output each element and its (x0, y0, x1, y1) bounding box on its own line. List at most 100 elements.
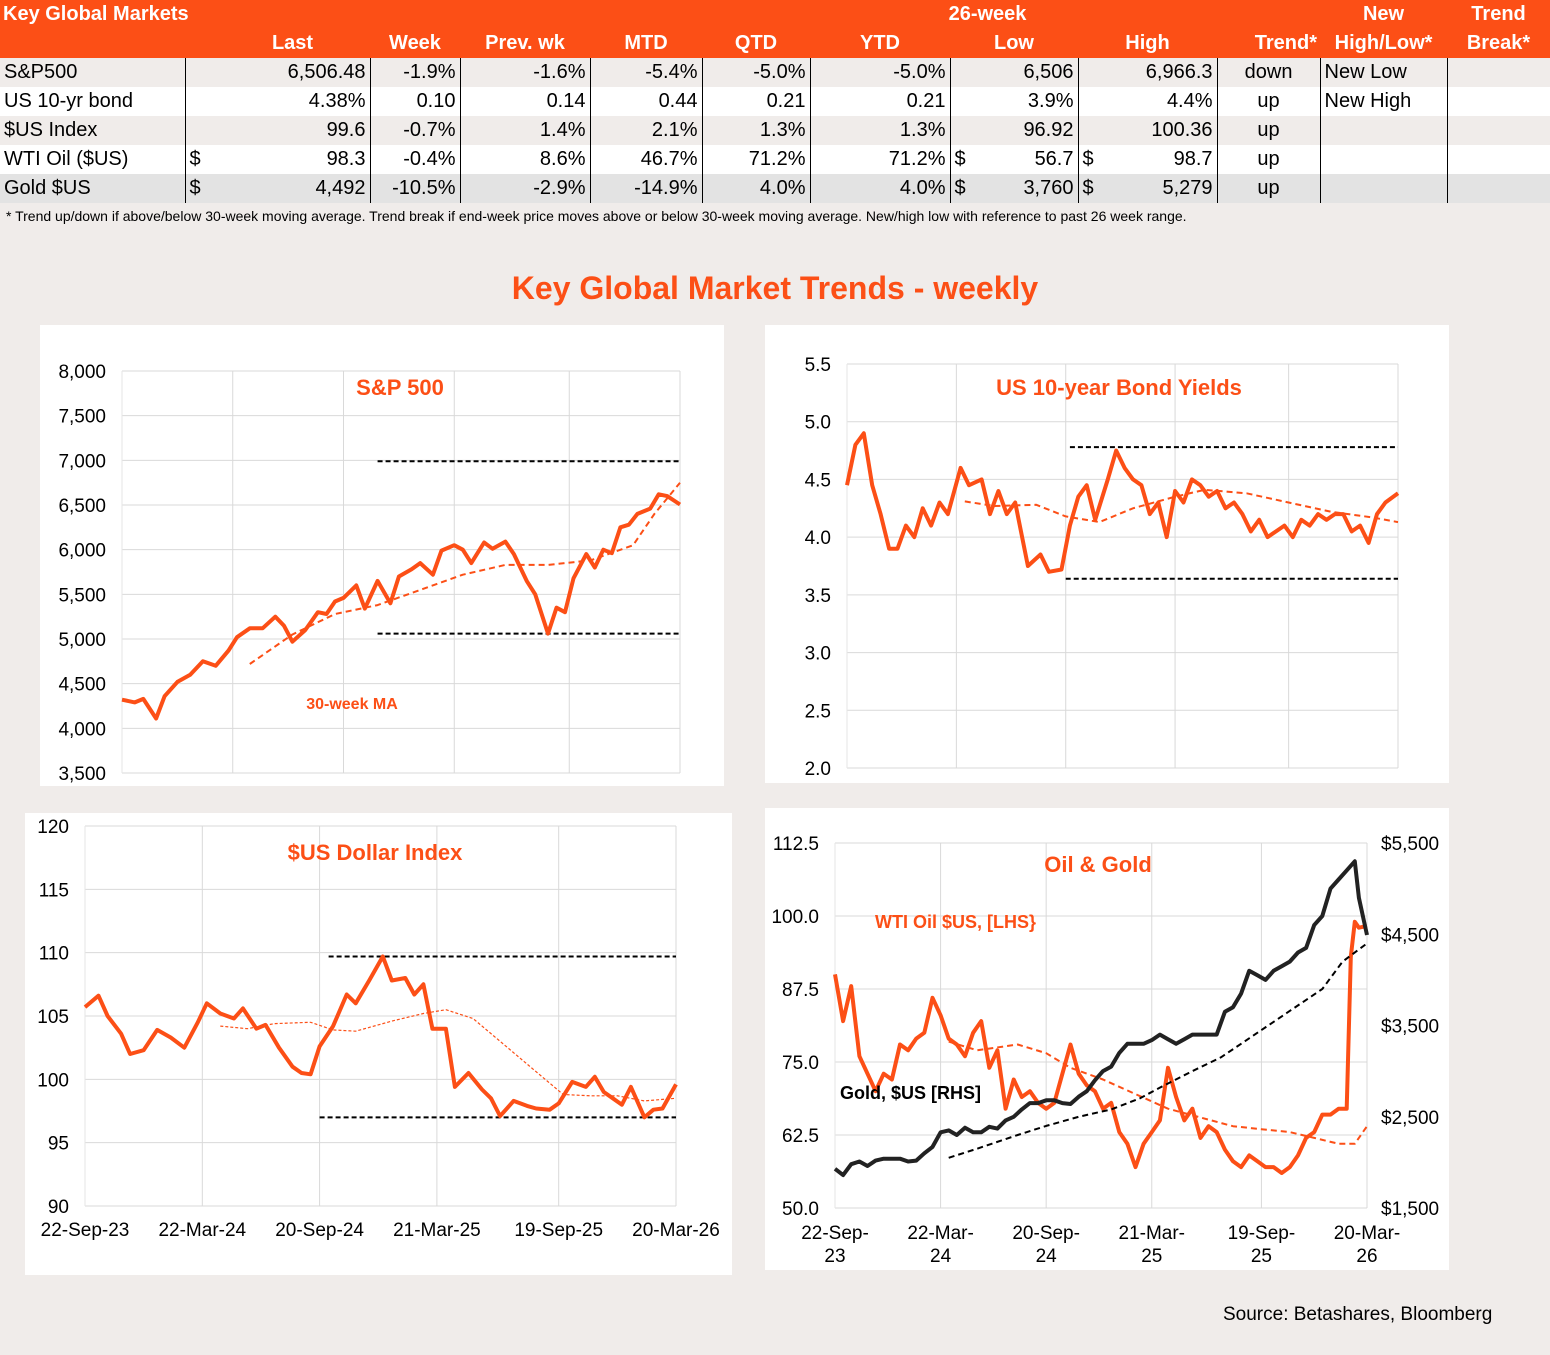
source-note: Source: Betashares, Bloomberg (1223, 1304, 1493, 1325)
y-tick-label: 62.5 (782, 1126, 819, 1147)
row-name: $US Index (0, 116, 185, 145)
y-tick-label: 3.0 (805, 644, 831, 665)
low-currency: $ (949, 174, 980, 203)
x-tick-label: 19-Sep-25 (514, 1220, 603, 1241)
y-tick-label: 90 (48, 1197, 69, 1218)
y-tick-label: 87.5 (782, 980, 819, 1001)
x-tick-label-line2: 25 (1251, 1246, 1272, 1267)
chart-title: US 10-year Bond Yields (996, 375, 1242, 400)
y2-tick-label: $2,500 (1381, 1108, 1439, 1129)
currency-symbol: $ (184, 174, 215, 203)
cell-qtd: 1.3% (701, 116, 810, 145)
cell-last: 98.3 (215, 145, 370, 174)
header-last: Last (215, 29, 370, 58)
y-tick-label: 95 (48, 1134, 69, 1155)
y-tick-label: 115 (39, 880, 69, 901)
x-tick-label: 20-Mar-26 (632, 1220, 720, 1241)
series-line-us-10-yr (845, 431, 1400, 574)
cell-mtd: 2.1% (589, 116, 702, 145)
y-tick-label: 4.5 (805, 470, 831, 491)
y-tick-label: 5.0 (805, 413, 831, 434)
cell-trend: down (1216, 58, 1321, 87)
y-tick-label: 3.5 (805, 586, 831, 607)
y-tick-label: 50.0 (782, 1199, 819, 1220)
y-tick-label: 105 (37, 1007, 69, 1028)
cell-ytd: 4.0% (809, 174, 950, 203)
cell-last: 4.38% (215, 87, 370, 116)
cell-low: 3.9% (980, 87, 1078, 116)
table-row: Gold $US $ 4,492 -10.5% -2.9% -14.9% 4.0… (0, 174, 1550, 203)
cell-trend-break (1446, 145, 1550, 174)
cell-high: 98.7 (1108, 145, 1218, 174)
bond-yields-chart: 5.5 5.0 4.5 4.0 3.5 3.0 2.5 2.0 US 10-year Bond … (805, 355, 1400, 780)
series-line-wti-oil (833, 919, 1368, 1175)
header-high: High (1078, 29, 1218, 58)
oil-gold-chart-panel: 112.5 100.0 87.5 75.0 62.5 50.0 $5,500 $4,500 $3… (765, 808, 1449, 1270)
cell-low: 3,760 (980, 174, 1078, 203)
header-qtd: QTD (702, 29, 810, 58)
cell-ytd: -5.0% (809, 58, 950, 87)
high-currency (1077, 58, 1109, 87)
cell-trend: up (1216, 116, 1321, 145)
header-trend-top: Trend (1447, 0, 1550, 29)
table-title: Key Global Markets (0, 0, 810, 29)
cell-high: 6,966.3 (1108, 58, 1218, 87)
cell-trend: up (1216, 145, 1321, 174)
currency-symbol (184, 116, 215, 145)
cell-last: 6,506.48 (215, 58, 370, 87)
cell-last: 99.6 (215, 116, 370, 145)
row-name: Gold $US (0, 174, 185, 203)
y2-tick-label: $3,500 (1381, 1017, 1439, 1038)
series-line-30-week-ma (249, 482, 681, 665)
low-currency (949, 58, 980, 87)
y-tick-label: 8,000 (58, 362, 106, 383)
chart-title: Oil & Gold (1044, 852, 1152, 877)
x-tick-label-line1: 20-Mar- (1334, 1223, 1401, 1244)
x-tick-label-line2: 24 (930, 1246, 952, 1267)
y-tick-label: 7,000 (58, 451, 106, 472)
cell-trend: up (1216, 87, 1321, 116)
usd-chart-panel: 120 115 110 105 100 95 90 22-Sep-23 22-Mar-24 20-… (25, 813, 732, 1275)
cell-new-high-low (1319, 145, 1448, 174)
cell-trend-break (1446, 174, 1550, 203)
cell-new-high-low (1319, 174, 1448, 203)
sp500-chart: 8,000 7,500 7,000 6,500 6,000 5,500 5,000 4,500… (58, 362, 682, 785)
x-tick-label-line1: 21-Mar- (1119, 1223, 1186, 1244)
cell-week: -0.7% (369, 116, 460, 145)
low-currency: $ (949, 145, 980, 174)
table-row: US 10-yr bond 4.38% 0.10 0.14 0.44 0.21 … (0, 87, 1550, 116)
x-tick-label: 22-Mar-24 (158, 1220, 246, 1241)
cell-trend: up (1216, 174, 1321, 203)
cell-trend-break (1446, 87, 1550, 116)
cell-low: 56.7 (980, 145, 1078, 174)
cell-week: -10.5% (369, 174, 460, 203)
high-currency (1077, 116, 1109, 145)
cell-qtd: -5.0% (701, 58, 810, 87)
cell-high: 4.4% (1108, 87, 1218, 116)
cell-qtd: 71.2% (701, 145, 810, 174)
series-line-gold (833, 859, 1369, 1178)
table-row: WTI Oil ($US) $ 98.3 -0.4% 8.6% 46.7% 71… (0, 145, 1550, 174)
high-currency: $ (1077, 145, 1109, 174)
chart-title: S&P 500 (356, 375, 444, 400)
y-tick-label: 4,500 (58, 675, 106, 696)
key-global-markets-table: Key Global Markets 26-week New Trend Las… (0, 0, 1550, 203)
header-ytd: YTD (810, 29, 950, 58)
x-tick-label-line1: 20-Sep- (1012, 1223, 1080, 1244)
currency-symbol (184, 58, 215, 87)
x-tick-label-line2: 24 (1036, 1246, 1058, 1267)
series-line-30-week-ma (964, 488, 1399, 524)
cell-prev-wk: 8.6% (459, 145, 590, 174)
cell-trend-break (1446, 58, 1550, 87)
cell-mtd: -5.4% (589, 58, 702, 87)
row-name: S&P500 (0, 58, 185, 87)
x-tick-label: 22-Sep-23 (41, 1220, 130, 1241)
y-tick-label: 3,500 (58, 764, 106, 785)
cell-mtd: 46.7% (589, 145, 702, 174)
y-tick-label: 5.5 (805, 355, 831, 376)
cell-prev-wk: 1.4% (459, 116, 590, 145)
x-tick-label-line2: 26 (1356, 1246, 1377, 1267)
y2-tick-label: $1,500 (1381, 1199, 1439, 1220)
y2-tick-label: $5,500 (1381, 834, 1439, 855)
